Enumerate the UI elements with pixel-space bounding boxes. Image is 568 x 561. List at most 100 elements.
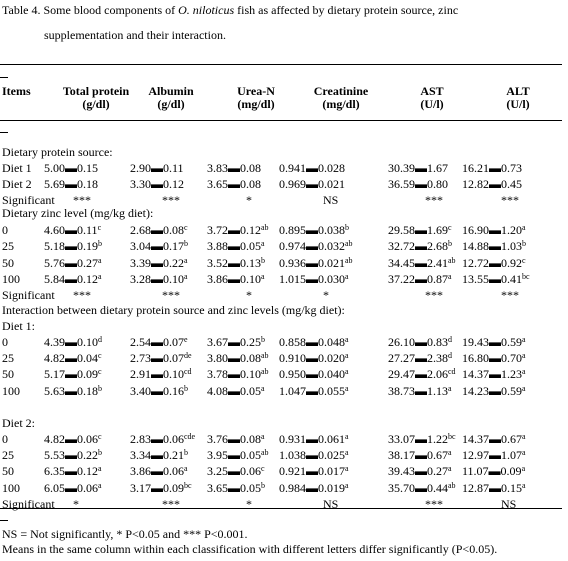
table-row: 50 5.76▬0.27a 3.39▬0.22a 3.52▬0.13b 0.936▬0.…: [0, 256, 568, 270]
significance-letter: d: [448, 335, 452, 344]
cell-value: 50: [2, 464, 14, 478]
cell-urea: 3.65▬0.05b: [207, 481, 265, 495]
cell-alt: 12.97▬1.07a: [462, 448, 526, 462]
table-row: 0 4.82▬0.06c 2.83▬0.06cde 3.76▬0.08a 0.931▬0…: [0, 432, 568, 446]
cell-value: 3.34▬0.21: [130, 448, 184, 462]
cell-alb: ***: [162, 497, 180, 511]
cell-value: 3.28▬0.10: [130, 272, 184, 286]
header-total-protein-unit: (g/dl): [82, 97, 110, 111]
cell-value: 3.04▬0.17: [130, 239, 184, 253]
significance-letter: b: [184, 448, 188, 457]
cell-value: NS: [323, 497, 339, 511]
cell-value: ***: [162, 288, 180, 302]
cell-value: 16.21▬0.73: [462, 161, 522, 175]
significance-letter: a: [345, 272, 349, 281]
significance-letter: a: [522, 384, 526, 393]
cell-value: ***: [425, 193, 443, 207]
significance-letter: a: [345, 367, 349, 376]
section-zinc-level: Dietary zinc level (mg/kg diet):: [2, 206, 154, 220]
row-label: 0: [2, 432, 8, 446]
cell-value: 35.70▬0.44: [388, 481, 448, 495]
cell-value: 3.86▬0.06: [130, 464, 184, 478]
cell-value: 12.87▬0.15: [462, 481, 522, 495]
cell-value: 3.40▬0.16: [130, 384, 184, 398]
cell-value: 3.39▬0.22: [130, 256, 184, 270]
cell-value: 3.52▬0.13: [207, 256, 261, 270]
cell-alt: 19.43▬0.59a: [462, 335, 526, 349]
cell-cre: 0.910▬0.020a: [279, 351, 349, 365]
header-total-protein-label: Total protein: [62, 84, 130, 98]
cell-alb: 2.91▬0.10cd: [130, 367, 192, 381]
cell-value: Diet 1: [2, 161, 32, 175]
significance-letter: c: [184, 223, 188, 232]
cell-urea: *: [246, 193, 252, 207]
row-label: Significant: [2, 288, 55, 302]
significance-letter: a: [522, 335, 526, 344]
cell-value: 38.73▬1.13: [388, 384, 448, 398]
header-urea: Urea-N (mg/dl): [222, 85, 290, 111]
significance-letter: b: [98, 239, 102, 248]
cell-ast: 37.22▬0.87a: [388, 272, 452, 286]
cell-alt: 12.87▬0.15a: [462, 481, 526, 495]
cell-tp: 5.63▬0.18b: [44, 384, 102, 398]
cell-value: 5.17▬0.09: [44, 367, 98, 381]
cell-value: 5.53▬0.22: [44, 448, 98, 462]
cell-ast: 29.58▬1.69c: [388, 223, 452, 237]
significance-letter: e: [184, 335, 188, 344]
significance-letter: de: [184, 351, 192, 360]
row-label: Significant: [2, 193, 55, 207]
cell-alt: 12.72▬0.92c: [462, 256, 526, 270]
cell-tp: 5.17▬0.09c: [44, 367, 102, 381]
table-row: 25 5.53▬0.22b 3.34▬0.21b 3.95▬0.05ab 1.038▬0…: [0, 448, 568, 462]
significance-letter: ab: [261, 448, 269, 457]
cell-alt: 16.90▬1.20a: [462, 223, 526, 237]
table-caption: Table 4. Some blood components of O. nil…: [2, 4, 458, 16]
cell-value: 5.76▬0.27: [44, 256, 98, 270]
cell-ast: ***: [425, 193, 443, 207]
header-alt-label: ALT: [506, 84, 530, 98]
header-ast-unit: (U/l): [420, 97, 444, 111]
cell-value: 25: [2, 351, 14, 365]
significance-letter: a: [522, 223, 526, 232]
header-ast-label: AST: [420, 84, 444, 98]
cell-urea: 3.78▬0.10ab: [207, 367, 269, 381]
cell-urea: 3.95▬0.05ab: [207, 448, 269, 462]
cell-value: ***: [162, 193, 180, 207]
significance-letter: a: [261, 432, 265, 441]
top-rule: [0, 64, 562, 65]
cell-value: 25: [2, 239, 14, 253]
cell-ast: 38.17▬0.67a: [388, 448, 452, 462]
cell-ast: 30.39▬1.67: [388, 161, 448, 175]
cell-value: 37.22▬0.87: [388, 272, 448, 286]
significance-letter: a: [345, 432, 349, 441]
significance-letter: a: [184, 464, 188, 473]
cell-cre: 1.038▬0.025a: [279, 448, 349, 462]
cell-alb: 3.30▬0.12: [130, 177, 184, 191]
cell-value: ***: [425, 288, 443, 302]
cell-value: 12.97▬1.07: [462, 448, 522, 462]
cell-value: 12.82▬0.45: [462, 177, 522, 191]
cell-cre: 0.941▬0.028: [279, 161, 345, 175]
table-row: 50 5.17▬0.09c 2.91▬0.10cd 3.78▬0.10ab 0.950▬…: [0, 367, 568, 381]
cell-value: 11.07▬0.09: [462, 464, 522, 478]
cell-alb: 3.17▬0.09bc: [130, 481, 192, 495]
significance-letter: c: [98, 351, 102, 360]
row-label: 100: [2, 272, 20, 286]
row-label: 50: [2, 256, 14, 270]
cell-urea: 3.76▬0.08a: [207, 432, 265, 446]
cell-value: 5.00▬0.15: [44, 161, 98, 175]
significance-letter: b: [261, 256, 265, 265]
cell-value: 2.73▬0.07: [130, 351, 184, 365]
cell-value: 32.72▬2.68: [388, 239, 448, 253]
header-ast: AST (U/l): [412, 85, 452, 111]
cell-alb: ***: [162, 288, 180, 302]
header-rule: [0, 120, 562, 121]
significance-letter: c: [261, 464, 265, 473]
header-albumin: Albumin (g/dl): [140, 85, 202, 111]
cell-alb: 3.40▬0.16b: [130, 384, 188, 398]
cell-cre: 1.015▬0.030a: [279, 272, 349, 286]
significance-letter: a: [261, 239, 265, 248]
cell-cre: 1.047▬0.055a: [279, 384, 349, 398]
table-row: 25 4.82▬0.04c 2.73▬0.07de 3.80▬0.08ab 0.910▬…: [0, 351, 568, 365]
cell-value: 0.910▬0.020: [279, 351, 345, 365]
